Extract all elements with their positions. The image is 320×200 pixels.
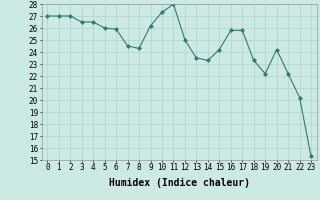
X-axis label: Humidex (Indice chaleur): Humidex (Indice chaleur)	[109, 178, 250, 188]
